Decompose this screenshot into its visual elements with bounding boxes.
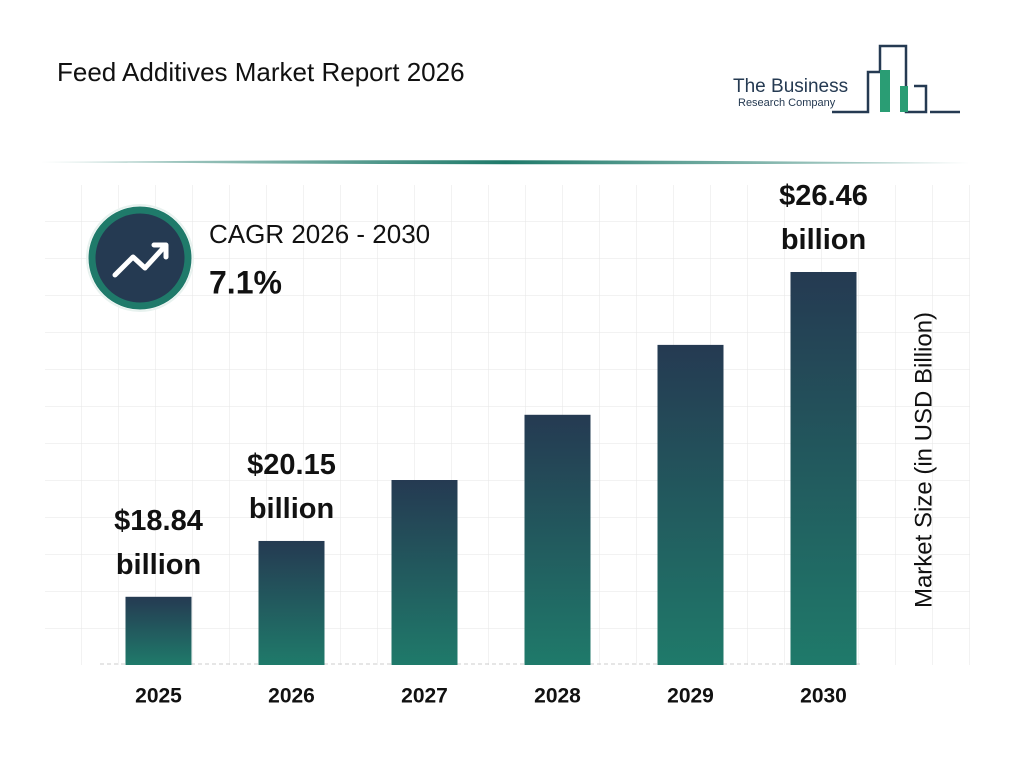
bar <box>391 480 458 665</box>
cagr-value: 7.1% <box>209 264 282 300</box>
x-tick-label: 2025 <box>135 685 182 708</box>
x-tick-label: 2029 <box>667 685 714 708</box>
logo: The Business Research Company <box>733 44 960 114</box>
logo-text: The Business <box>733 76 848 97</box>
bar <box>790 272 857 665</box>
chart-title: Feed Additives Market Report 2026 <box>57 57 465 87</box>
logo-subtext: Research Company <box>738 97 836 109</box>
value-label: $18.84 billion <box>114 504 203 581</box>
cagr-label: CAGR 2026 - 2030 <box>209 219 430 249</box>
cagr-badge <box>86 204 194 312</box>
x-tick-label: 2028 <box>534 685 581 708</box>
x-tick-label: 2030 <box>800 685 847 708</box>
bar <box>125 596 192 665</box>
divider <box>40 160 970 165</box>
bar <box>258 540 325 665</box>
x-tick-label: 2026 <box>268 685 315 708</box>
y-axis-label: Market Size (in USD Billion) <box>910 312 937 608</box>
x-tick-label: 2027 <box>401 685 448 708</box>
value-label: $26.46 billion <box>779 180 868 256</box>
bar <box>524 414 591 665</box>
value-label: $20.15 billion <box>247 448 336 525</box>
bar <box>657 344 724 665</box>
